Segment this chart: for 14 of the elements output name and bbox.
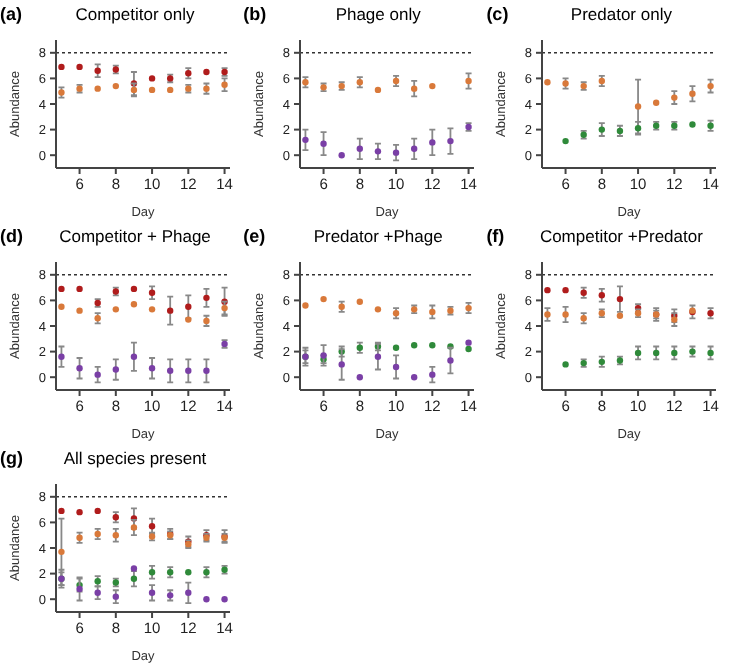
text: (g) xyxy=(0,446,23,472)
text: (f) xyxy=(486,224,505,250)
text: (e) xyxy=(243,224,266,250)
text: (a) xyxy=(0,2,22,28)
text: (d) xyxy=(0,224,23,250)
chart-title: Competitor only xyxy=(75,4,195,24)
chart-title: All species present xyxy=(63,448,207,468)
chart-title: Predator only xyxy=(570,4,672,24)
chart-title: Predator +Phage xyxy=(313,226,443,246)
chart-title: Phage only xyxy=(335,4,421,24)
text: (b) xyxy=(243,2,267,28)
text: (c) xyxy=(486,2,509,28)
chart-title: Competitor + Phage xyxy=(59,226,211,246)
chart-title: Competitor +Predator xyxy=(539,226,703,246)
